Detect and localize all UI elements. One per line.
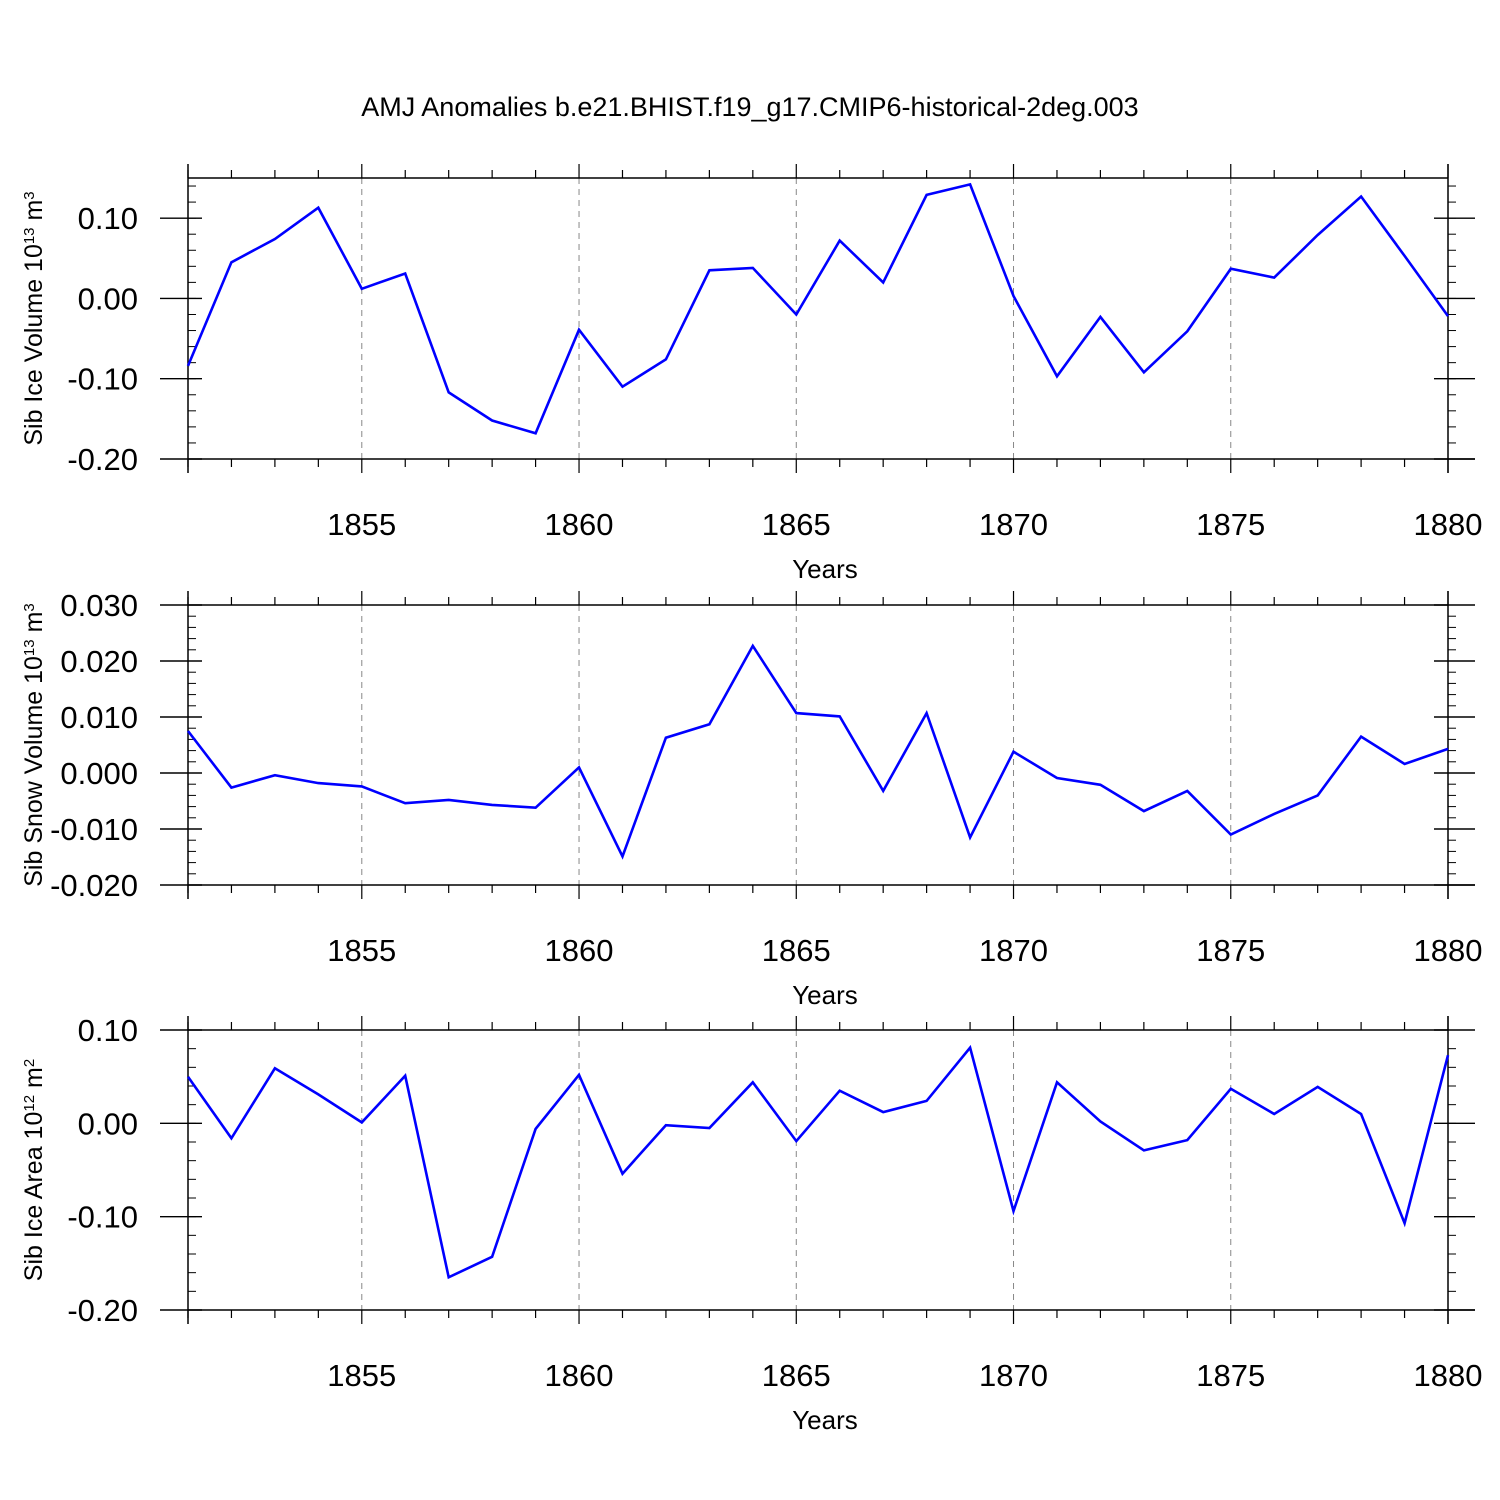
- y-axis-title-text: Sib Ice Area 10: [20, 1112, 48, 1282]
- y-tick-label: -0.10: [67, 1200, 138, 1235]
- y-axis-title-text: m: [20, 612, 48, 640]
- y-axis-title-text: m: [20, 200, 48, 228]
- x-tick-label: 1875: [1196, 1358, 1265, 1393]
- y-tick-label: 0.010: [60, 700, 138, 735]
- x-tick-label: 1870: [979, 507, 1048, 542]
- y-axis-title-superscript: 3: [21, 191, 38, 199]
- panel-sib-ice-volume: 1855 1860 1865 1870 1875 1880 Years -0.20 -0.10 0…: [20, 164, 1482, 584]
- x-tick-label: 1880: [1414, 507, 1483, 542]
- y-axis-title: Sib Snow Volume 1013 m3: [20, 603, 48, 887]
- y-axis-title-text: Sib Ice Volume 10: [20, 244, 48, 446]
- x-tick-label: 1860: [545, 933, 614, 968]
- y-axis-title-superscript: 2: [21, 1059, 38, 1067]
- y-axis-title-superscript: 13: [21, 227, 38, 244]
- x-tick-label: 1860: [545, 1358, 614, 1393]
- panel-sib-snow-volume: 1855 1860 1865 1870 1875 1880 Years -0.020 -0.01…: [20, 588, 1482, 1010]
- y-axis-title-text: Sib Snow Volume 10: [20, 656, 48, 887]
- x-tick-label: 1865: [762, 933, 831, 968]
- y-axis-title-superscript: 12: [21, 1095, 38, 1112]
- series-line: [186, 1044, 1450, 1280]
- x-tick-label: 1875: [1196, 507, 1265, 542]
- y-tick-label: 0.00: [78, 1106, 138, 1141]
- x-axis-title: Years: [792, 554, 858, 584]
- x-axis-title: Years: [792, 980, 858, 1010]
- y-tick-label: 0.030: [60, 588, 138, 623]
- x-tick-label: 1865: [762, 507, 831, 542]
- y-tick-label: -0.20: [67, 442, 138, 477]
- series-line: [186, 643, 1449, 860]
- x-tick-label: 1860: [545, 507, 614, 542]
- y-axis-title: Sib Ice Area 1012 m2: [20, 1059, 48, 1281]
- panel-sib-ice-area: 1855 1860 1865 1870 1875 1880 Years -0.20 -0.10 0…: [20, 1013, 1482, 1435]
- y-axis-title: Sib Ice Volume 1013 m3: [20, 191, 48, 445]
- y-axis-title-superscript: 13: [21, 639, 38, 656]
- y-tick-label: 0.000: [60, 756, 138, 791]
- y-axis-title-text: m: [20, 1067, 48, 1095]
- y-tick-label: -0.20: [67, 1293, 138, 1328]
- x-tick-label: 1880: [1414, 933, 1483, 968]
- x-tick-label: 1870: [979, 1358, 1048, 1393]
- y-tick-label: 0.10: [78, 1013, 138, 1048]
- x-tick-label: 1880: [1414, 1358, 1483, 1393]
- y-tick-label: 0.00: [78, 281, 138, 316]
- y-tick-label: 0.10: [78, 201, 138, 236]
- x-tick-label: 1870: [979, 933, 1048, 968]
- y-axis-title-superscript: 3: [21, 603, 38, 611]
- y-tick-label: -0.010: [50, 812, 138, 847]
- x-tick-label: 1855: [327, 933, 396, 968]
- y-tick-label: -0.10: [67, 362, 138, 397]
- x-tick-label: 1875: [1196, 933, 1265, 968]
- y-tick-label: 0.020: [60, 644, 138, 679]
- x-tick-label: 1855: [327, 1358, 396, 1393]
- x-tick-label: 1865: [762, 1358, 831, 1393]
- y-tick-label: -0.020: [50, 868, 138, 903]
- series-line: [186, 182, 1450, 435]
- figure-title: AMJ Anomalies b.e21.BHIST.f19_g17.CMIP6-…: [361, 92, 1138, 122]
- x-axis-title: Years: [792, 1405, 858, 1435]
- x-tick-label: 1855: [327, 507, 396, 542]
